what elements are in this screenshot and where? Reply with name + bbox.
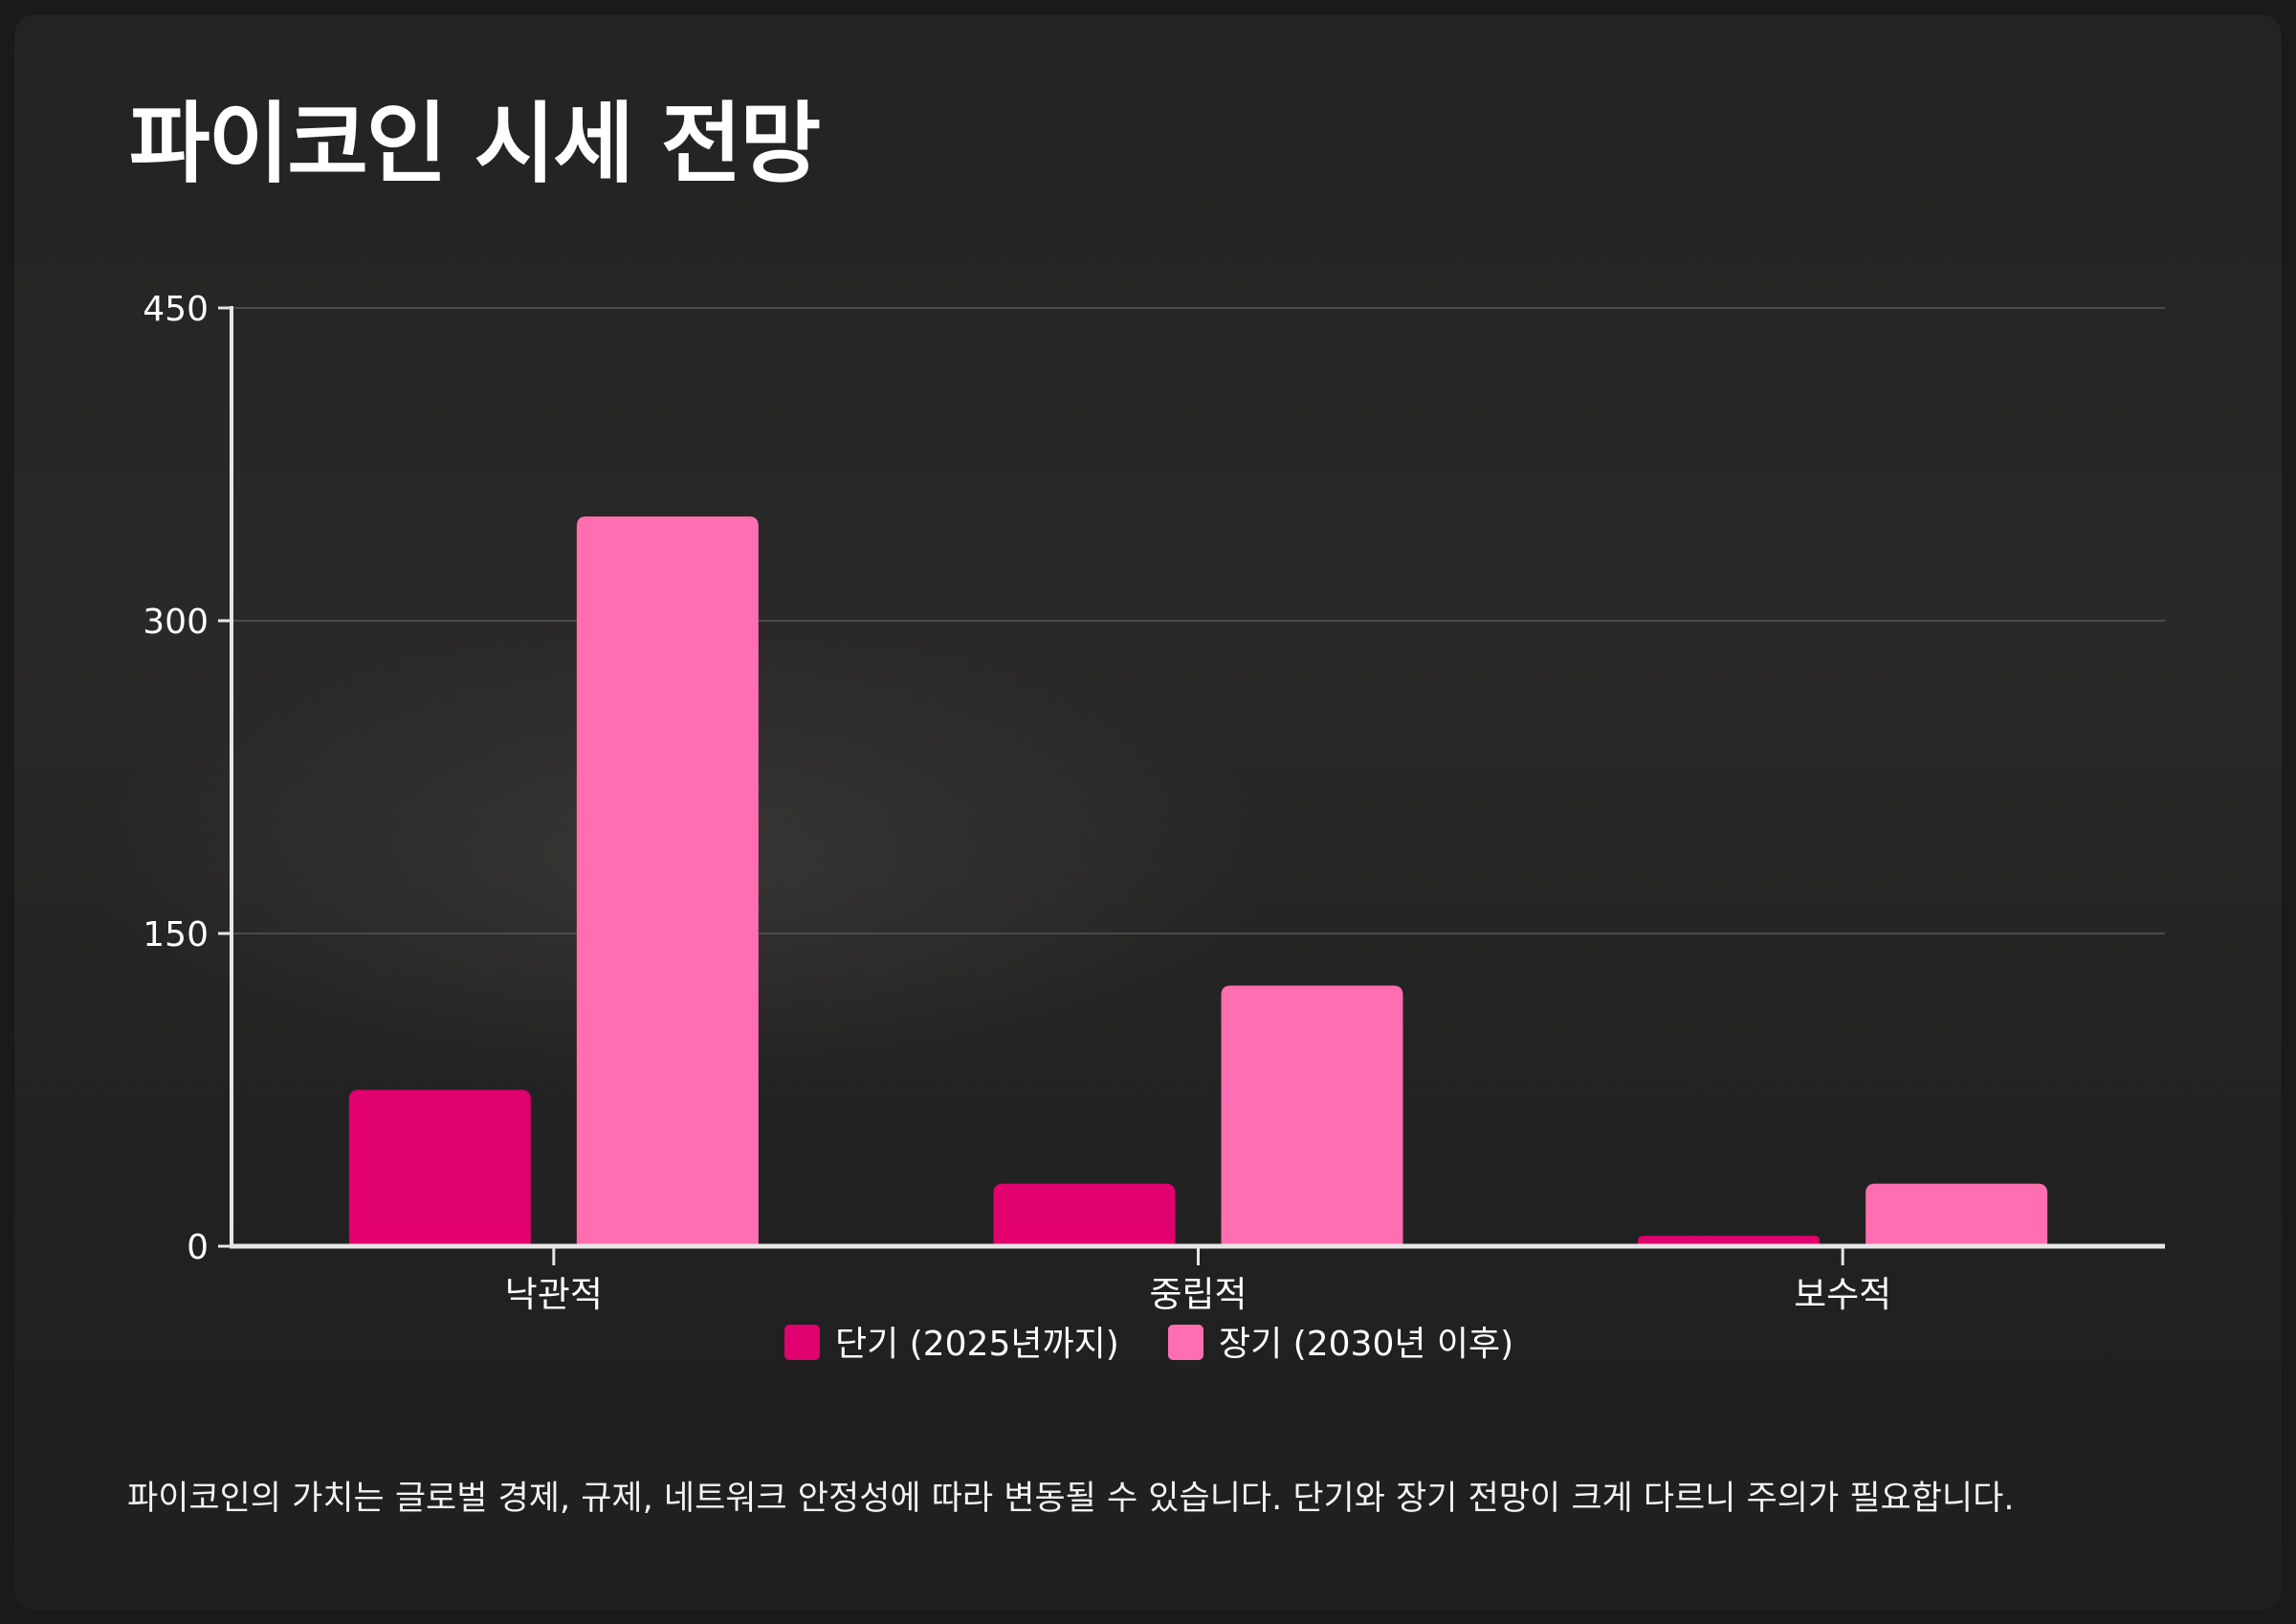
disclaimer-note: 파이코인의 가치는 글로벌 경제, 규제, 네트워크 안정성에 따라 변동될 수… [127,1480,2015,1518]
bar-long-term [1866,1183,2048,1246]
grid-lines [232,307,2165,934]
x-tick-label: 낙관적 [505,1274,603,1315]
bar-chart: 0 150 300 450 낙관적 중립적 보수적 단기 (2025년까지) 장기 (2030… [143,290,2165,1364]
y-tick-label: 300 [143,603,209,642]
legend-label: 단기 (2025년까지) [835,1325,1119,1364]
legend-swatch [784,1325,820,1360]
bar-long-term [1221,985,1403,1246]
bar-long-term [576,516,759,1246]
y-tick-label: 450 [143,290,209,329]
bar-short-term [993,1183,1176,1246]
legend: 단기 (2025년까지) 장기 (2030년 이후) [784,1325,1513,1364]
page-title: 파이코인 시세 전망 [129,93,821,195]
legend-label: 장기 (2030년 이후) [1219,1325,1513,1364]
chart-card: 파이코인 시세 전망 0 150 300 450 낙관적 중립적 보수적 단기 (2025년… [14,14,2282,1610]
y-tick-label: 0 [187,1228,209,1267]
x-tick-label: 보수적 [1794,1274,1891,1315]
legend-swatch [1168,1325,1203,1360]
bar-short-term [348,1089,531,1246]
y-tick-label: 150 [143,915,209,955]
x-tick-label: 중립적 [1149,1274,1247,1315]
bars [348,516,2048,1246]
bar-short-term [1638,1236,1821,1246]
axes: 0 150 300 450 낙관적 중립적 보수적 [143,290,2165,1315]
